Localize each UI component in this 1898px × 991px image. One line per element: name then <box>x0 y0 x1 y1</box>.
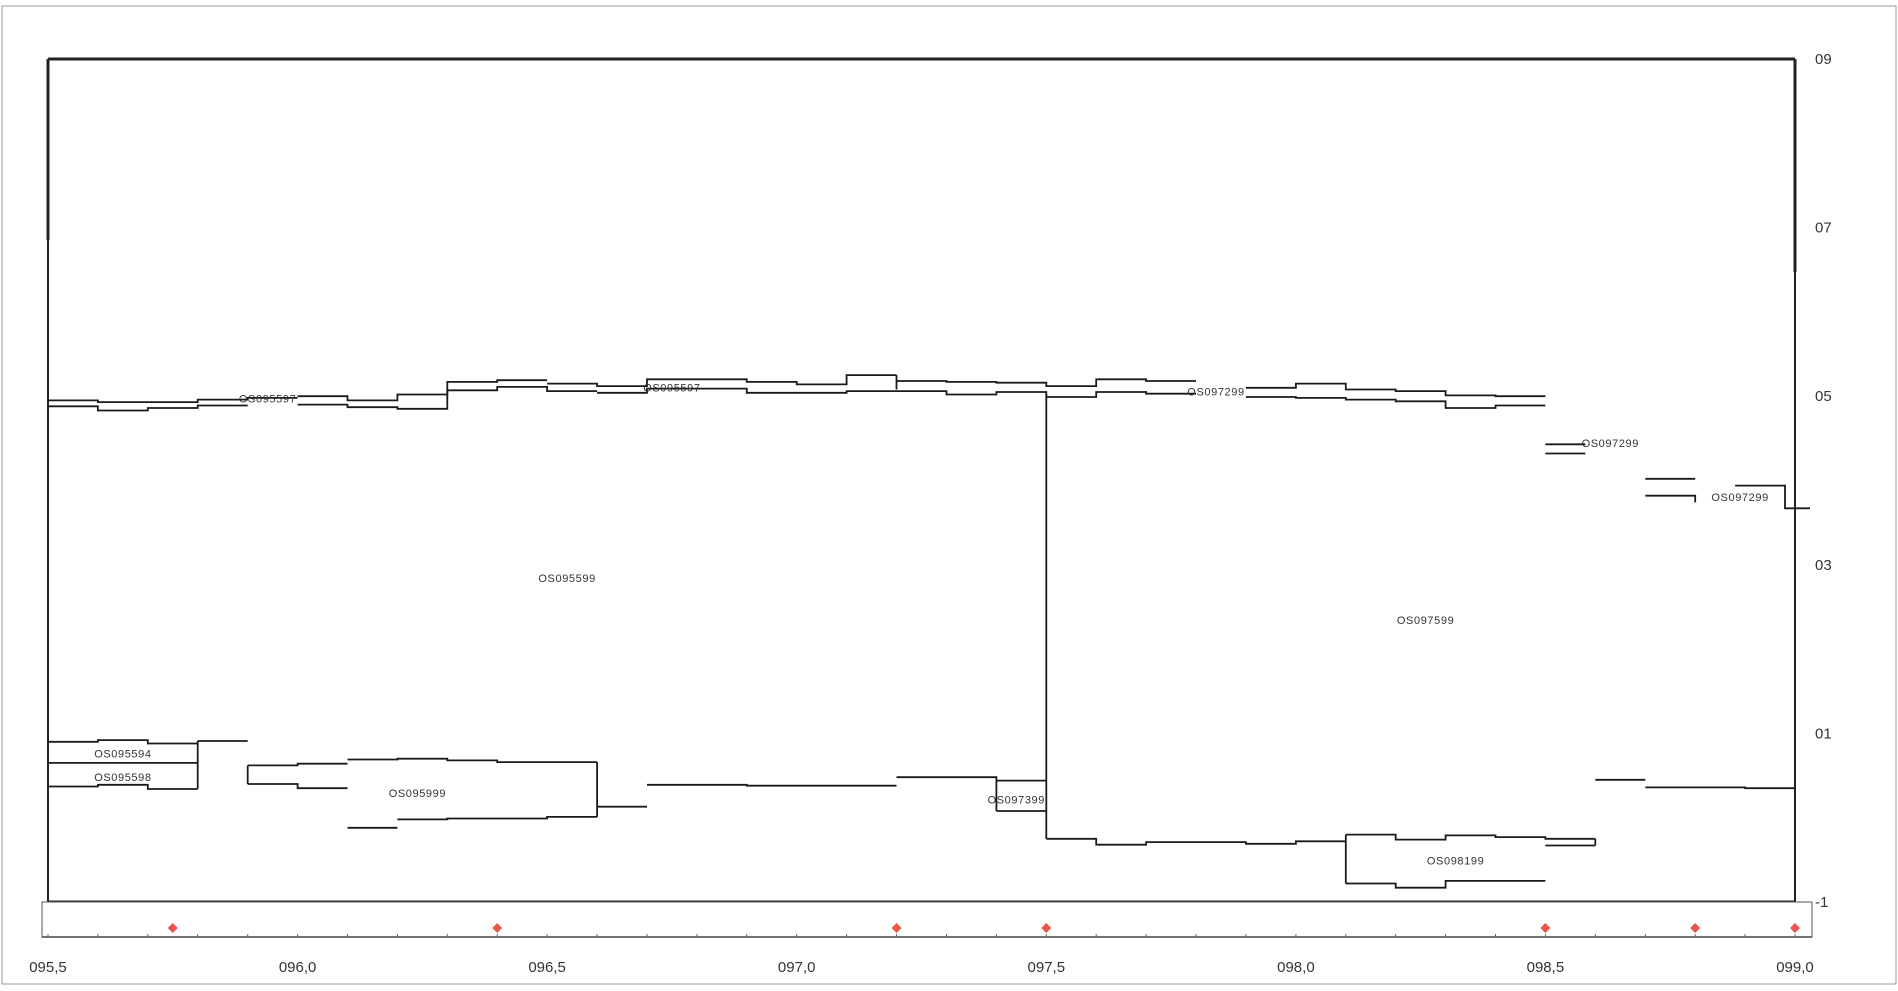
lower-band-segment-14 <box>1046 837 1346 846</box>
segment-label: OS095599 <box>538 573 595 585</box>
position-marker <box>1690 923 1701 933</box>
upper-band-segment-8 <box>597 387 1196 398</box>
position-marker <box>1540 923 1551 933</box>
x-tick-label: 097,0 <box>778 959 816 976</box>
segment-label: OS098199 <box>1427 855 1484 867</box>
x-tick-label: 096,0 <box>279 959 317 976</box>
segment-label: OS095597 <box>643 383 700 395</box>
lower-band-segment-1 <box>48 739 198 745</box>
upper-band-segment-7 <box>297 385 598 410</box>
position-marker <box>891 923 902 933</box>
y-tick-label: 07 <box>1815 220 1832 237</box>
page-border <box>1 5 1897 985</box>
segment-label: OS097299 <box>1711 492 1768 504</box>
segment-label: OS097299 <box>1582 438 1639 450</box>
upper-band-segment-3 <box>547 374 897 388</box>
upper-band-segment-4 <box>896 378 1196 388</box>
lower-band-segment-11 <box>647 783 897 787</box>
segment-label: OS095597 <box>239 394 296 406</box>
lower-band-segment-12 <box>896 776 1047 782</box>
upper-band-segment-2 <box>297 379 548 402</box>
y-tick-label: 05 <box>1815 388 1832 405</box>
x-tick-label: 098,0 <box>1277 959 1315 976</box>
segment-label: OS095598 <box>94 772 151 784</box>
lower-band-segment-9 <box>397 816 598 821</box>
y-tick-label: 01 <box>1815 725 1832 742</box>
x-tick-label: 099,0 <box>1776 959 1814 976</box>
x-tick-label: 096,5 <box>528 959 566 976</box>
lower-band-segment-7 <box>347 757 598 763</box>
segment-label: OS097599 <box>1397 615 1454 627</box>
lower-band-segment-17 <box>1345 880 1546 889</box>
lower-band-segment-3 <box>48 783 198 790</box>
y-tick-label: -1 <box>1815 894 1828 911</box>
lower-band-segment-15 <box>1345 833 1596 841</box>
lower-band-segment-5 <box>247 762 348 767</box>
y-tick-label: 03 <box>1815 557 1832 574</box>
position-marker <box>492 923 503 933</box>
x-tick-label: 095,5 <box>29 959 67 976</box>
lower-band-segment-6 <box>247 783 348 790</box>
segment-label: OS097299 <box>1187 387 1244 399</box>
segment-label: OS097399 <box>988 795 1045 807</box>
lower-band-segment-19 <box>1645 786 1795 790</box>
y-tick-label: 09 <box>1815 51 1832 68</box>
x-tick-label: 098,5 <box>1527 959 1565 976</box>
x-tick-label: 097,5 <box>1028 959 1066 976</box>
position-marker <box>1790 923 1800 933</box>
upper-band-segment-1 <box>48 396 298 404</box>
upper-band-segment-6 <box>48 404 248 412</box>
segment-label: OS095999 <box>389 788 446 800</box>
segment-label: OS095594 <box>94 748 151 760</box>
upper-band-segment-14 <box>1735 484 1810 510</box>
position-marker <box>1041 923 1052 933</box>
position-marker <box>167 923 178 933</box>
upper-band-segment-5 <box>1245 382 1546 398</box>
upper-band-segment-13 <box>1645 494 1697 503</box>
upper-band-segment-9 <box>1245 396 1546 409</box>
